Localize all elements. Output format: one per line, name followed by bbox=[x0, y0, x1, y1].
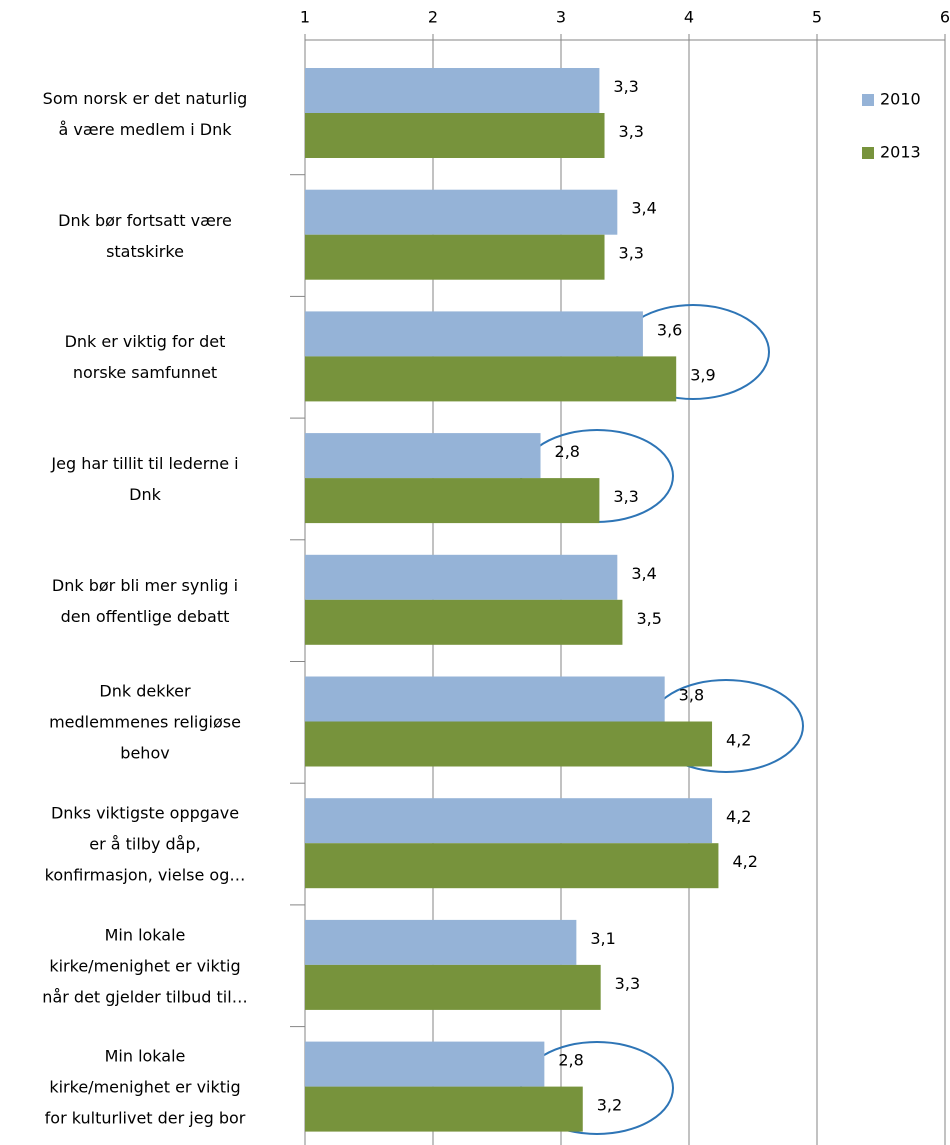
bar bbox=[305, 234, 605, 280]
legend-label: 2010 bbox=[880, 90, 921, 109]
bar bbox=[305, 113, 605, 158]
value-label: 2,8 bbox=[558, 1051, 583, 1070]
category-label: Jeg har tillit til lederne i Dnk bbox=[51, 453, 239, 504]
category-label: Som norsk er det naturlig å være medlem … bbox=[42, 88, 248, 139]
category-label: Dnk bør bli mer synlig i den offentlige … bbox=[51, 575, 239, 626]
value-label: 3,3 bbox=[613, 487, 638, 506]
legend-swatch bbox=[862, 147, 874, 159]
category-label: Min lokale kirke/menighet er viktig for … bbox=[44, 1046, 246, 1128]
value-label: 3,3 bbox=[619, 244, 644, 263]
x-tick-label: 2 bbox=[428, 8, 438, 27]
x-tick-label: 3 bbox=[556, 8, 566, 27]
value-label: 3,5 bbox=[636, 609, 661, 628]
bar bbox=[305, 798, 713, 844]
category-label: Min lokale kirke/menighet er viktig når … bbox=[42, 925, 248, 1007]
bar bbox=[305, 1041, 545, 1087]
bar bbox=[305, 478, 600, 524]
value-label: 3,1 bbox=[590, 929, 615, 948]
bar bbox=[305, 964, 601, 1010]
category-label: Dnk bør fortsatt være statskirke bbox=[58, 210, 232, 261]
bar bbox=[305, 68, 600, 113]
category-label: Dnks viktigste oppgave er å tilby dåp, k… bbox=[44, 803, 246, 885]
value-label: 4,2 bbox=[726, 807, 751, 826]
category-label: Dnk dekker medlemmenes religiøse behov bbox=[49, 681, 241, 763]
value-label: 3,3 bbox=[615, 974, 640, 993]
value-label: 4,2 bbox=[726, 731, 751, 750]
legend-swatch bbox=[862, 94, 874, 106]
value-label: 3,6 bbox=[657, 320, 682, 339]
bar bbox=[305, 919, 577, 965]
x-tick-label: 4 bbox=[684, 8, 694, 27]
x-tick-label: 6 bbox=[940, 8, 950, 27]
bar bbox=[305, 676, 665, 722]
legend-label: 2013 bbox=[880, 143, 921, 162]
bar bbox=[305, 356, 677, 402]
bar bbox=[305, 843, 719, 889]
bar bbox=[305, 189, 618, 235]
bar bbox=[305, 599, 623, 645]
value-label: 3,8 bbox=[679, 686, 704, 705]
value-label: 4,2 bbox=[732, 852, 757, 871]
x-tick-label: 5 bbox=[812, 8, 822, 27]
x-tick-label: 1 bbox=[300, 8, 310, 27]
bar bbox=[305, 311, 643, 357]
value-label: 3,3 bbox=[613, 77, 638, 96]
category-label: Dnk er viktig for det norske samfunnet bbox=[64, 332, 226, 383]
value-label: 3,4 bbox=[631, 199, 656, 218]
bar bbox=[305, 1086, 583, 1132]
value-label: 3,2 bbox=[597, 1096, 622, 1115]
bar bbox=[305, 433, 541, 479]
bar bbox=[305, 721, 713, 767]
value-label: 2,8 bbox=[555, 442, 580, 461]
value-label: 3,9 bbox=[690, 365, 715, 384]
bar bbox=[305, 554, 618, 600]
value-label: 3,4 bbox=[631, 564, 656, 583]
value-label: 3,3 bbox=[619, 122, 644, 141]
